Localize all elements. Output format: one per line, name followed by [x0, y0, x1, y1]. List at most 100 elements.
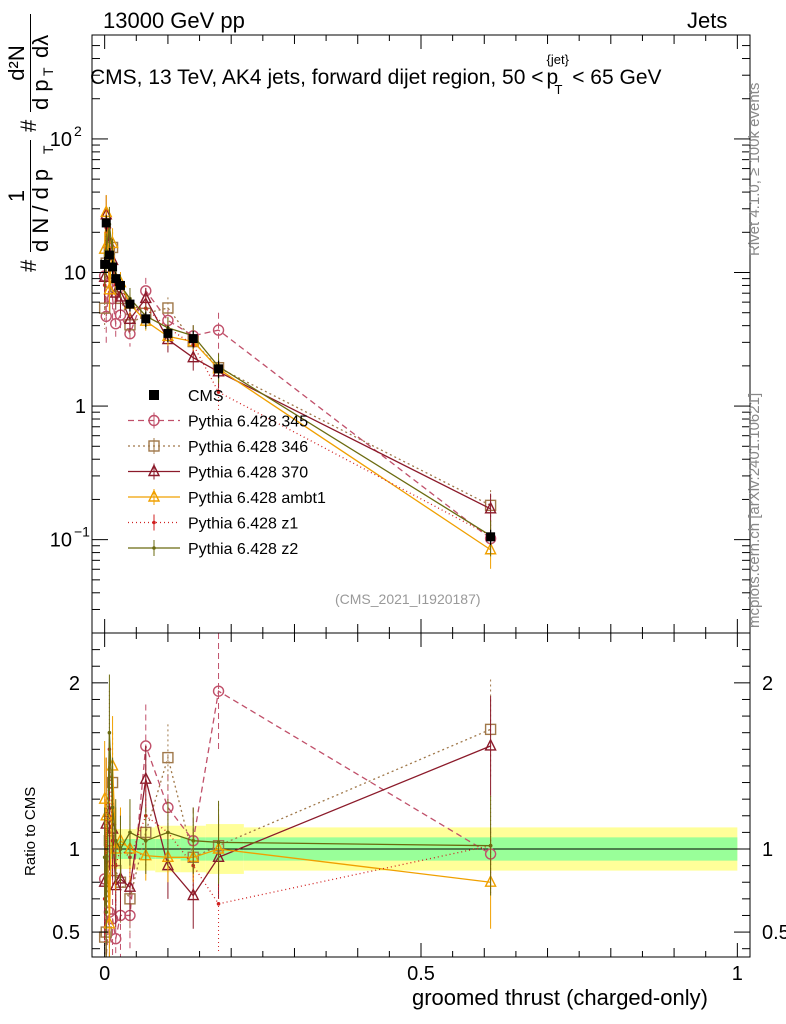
y-tick-label: 10 — [50, 530, 72, 552]
cms-point — [100, 259, 110, 269]
legend-marker — [149, 390, 159, 400]
rivet-version: Rivet 4.1.0, ≥ 100k events — [746, 82, 763, 256]
legend-marker — [148, 440, 160, 452]
y-tick-label: 10 — [64, 263, 86, 285]
main-series-layer — [98, 194, 497, 569]
series-5-ratio-point — [191, 838, 196, 843]
x-axis-label: groomed thrust (charged-only) — [412, 985, 708, 1010]
beam-label: 13000 GeV pp — [103, 8, 245, 33]
title-p: p — [546, 66, 559, 89]
legend-label: Pythia 6.428 345 — [188, 414, 308, 431]
x-tick-label: 0.5 — [407, 963, 435, 985]
series-2-point — [484, 501, 497, 514]
legend-label: Pythia 6.428 ambt1 — [188, 490, 326, 507]
series-3-ratio-point — [100, 808, 113, 821]
ratio-frame — [91, 632, 751, 958]
legend-label: Pythia 6.428 370 — [188, 465, 308, 482]
ylabel-one: 1 — [4, 189, 29, 203]
ratio-tick-label: 2 — [69, 673, 80, 695]
ylabel-den: d N / d p — [28, 168, 53, 252]
legend-marker — [147, 489, 161, 502]
series-5-ratio-point — [104, 910, 109, 914]
ylabel-hash1: # — [16, 259, 41, 272]
cms-point — [104, 250, 114, 260]
series-0-ratio-line — [104, 690, 491, 957]
series-2-ratio-point — [484, 738, 497, 751]
ylabel-den2: d p — [28, 79, 53, 110]
y-tick-label: 10 — [50, 129, 72, 151]
chart-title: CMS, 13 TeV, AK4 jets, forward dijet reg… — [90, 52, 662, 97]
legend-marker — [152, 546, 156, 550]
legend-label: Pythia 6.428 346 — [188, 439, 308, 456]
ylabel-dlambda: dλ — [28, 34, 53, 58]
ratio-tick-label-right: 2 — [762, 673, 773, 695]
title-prefix: CMS, 13 TeV, AK4 jets, forward dijet reg… — [90, 66, 544, 89]
series-4-ratio-point — [216, 902, 221, 906]
x-tick-label: 1 — [732, 963, 743, 985]
ratio-tick-label-right: 0.5 — [762, 922, 786, 944]
x-tick-label: 0 — [99, 963, 110, 985]
cms-point — [115, 280, 125, 290]
cms-point — [163, 328, 173, 338]
legend-label: Pythia 6.428 z2 — [188, 541, 298, 558]
analysis-id: (CMS_2021_I1920187) — [335, 591, 481, 607]
ratio-tick-label: 0.5 — [52, 922, 80, 944]
series-2-point — [123, 311, 137, 324]
legend-label: CMS — [188, 388, 224, 405]
series-5-ratio-point — [118, 847, 123, 851]
category-label: Jets — [687, 8, 728, 33]
series-3-ratio-point — [103, 916, 116, 929]
series-2-point — [187, 350, 200, 363]
ratio-series-layer — [98, 633, 497, 957]
series-1-ratio-point — [162, 751, 174, 764]
series-5-ratio-point — [216, 840, 221, 845]
series-0-point — [212, 324, 225, 336]
ratio-y-label: Ratio to CMS — [22, 786, 39, 876]
cms-point — [188, 334, 198, 344]
cms-point — [141, 314, 151, 324]
ylabel-hash2: # — [16, 119, 41, 132]
series-0-ratio-point — [212, 685, 225, 697]
title-sub: T — [554, 82, 563, 97]
y-axis-label: # 1 d N / d p T # d²N d p T dλ — [4, 0, 66, 272]
series-5-ratio-point — [143, 838, 148, 843]
cms-point — [125, 299, 135, 309]
legend: CMS Pythia 6.428 345 Pythia 6.428 346 Pythi… — [128, 388, 326, 558]
mcplots-credit: mcplots.cern.ch [arXiv:2401.10621] — [746, 392, 763, 628]
ylabel-num: d²N — [4, 45, 29, 81]
series-4-point — [216, 390, 221, 394]
series-5-ratio-point — [107, 730, 112, 735]
title-sup: {jet} — [546, 52, 569, 67]
series-5-ratio-point — [113, 838, 118, 843]
series-2-ratio-point — [123, 879, 137, 892]
ylabel-den-T: T — [40, 145, 56, 154]
series-3-point — [103, 282, 116, 295]
ratio-tick-label-right: 1 — [762, 839, 773, 861]
cms-data-layer — [100, 215, 496, 545]
series-2-point — [114, 289, 127, 302]
legend-marker — [147, 463, 161, 477]
ratio-tick-label: 1 — [69, 839, 80, 861]
series-5-ratio-point — [128, 830, 132, 835]
series-2-ratio-point — [114, 871, 127, 884]
cms-point — [108, 262, 118, 272]
series-5-ratio-point — [166, 830, 170, 835]
series-5-ratio-point — [110, 805, 115, 810]
legend-marker — [152, 520, 156, 525]
title-suffix: < 65 GeV — [572, 66, 662, 89]
series-5-line — [104, 224, 491, 537]
legend-marker — [148, 414, 160, 427]
legend-label: Pythia 6.428 z1 — [188, 516, 298, 533]
y-tick-exponent: −1 — [74, 524, 90, 540]
series-2-ratio-line — [104, 745, 491, 897]
series-3-ratio-point — [98, 791, 111, 804]
cms-point — [111, 274, 121, 284]
series-0-point — [100, 310, 112, 323]
series-5-ratio-point — [102, 855, 107, 860]
series-2-ratio-point — [187, 887, 200, 901]
cms-point — [101, 218, 111, 228]
series-5-ratio-line — [104, 732, 491, 913]
ylabel-den2-T: T — [40, 67, 56, 76]
